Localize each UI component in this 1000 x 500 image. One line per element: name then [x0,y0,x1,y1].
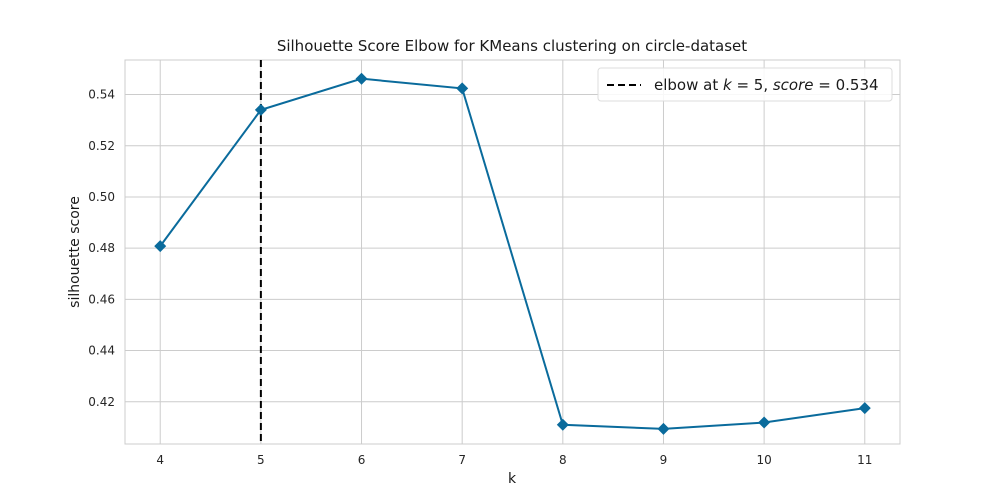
y-tick-label: 0.44 [88,344,115,358]
x-tick-label: 6 [358,453,366,467]
series-line [159,77,865,430]
x-tick-labels: 4 5 6 7 8 9 10 11 [156,453,872,467]
legend-label: elbow at k = 5, score = 0.534 [654,76,879,94]
data-point-marker [154,240,167,253]
data-point-marker [758,416,771,429]
x-axis-label: k [508,471,517,487]
data-point-marker [556,418,569,431]
data-point-marker [858,402,871,415]
x-tick-label: 7 [458,453,466,467]
y-tick-label: 0.42 [88,395,115,409]
plot-area [124,59,901,445]
y-axis-label: silhouette score [67,196,83,308]
x-tick-label: 5 [257,453,265,467]
x-tick-label: 11 [857,453,872,467]
data-point-marker [254,103,267,116]
x-tick-label: 8 [559,453,567,467]
y-tick-label: 0.46 [88,292,115,306]
x-tick-label: 4 [156,453,164,467]
data-point-marker [355,72,368,85]
y-tick-label: 0.48 [88,241,115,255]
data-point-marker [657,422,670,435]
chart-title: Silhouette Score Elbow for KMeans cluste… [277,37,747,55]
data-point-marker [456,82,469,95]
y-tick-label: 0.52 [88,139,115,153]
y-tick-label: 0.50 [88,190,115,204]
x-tick-label: 9 [660,453,668,467]
y-tick-labels: 0.42 0.44 0.46 0.48 0.50 0.52 0.54 [88,88,115,409]
x-tick-label: 10 [756,453,771,467]
grid [125,60,900,444]
data-markers [154,72,871,435]
legend: elbow at k = 5, score = 0.534 [597,67,893,102]
legend-box [597,67,893,102]
y-tick-label: 0.54 [88,88,115,102]
